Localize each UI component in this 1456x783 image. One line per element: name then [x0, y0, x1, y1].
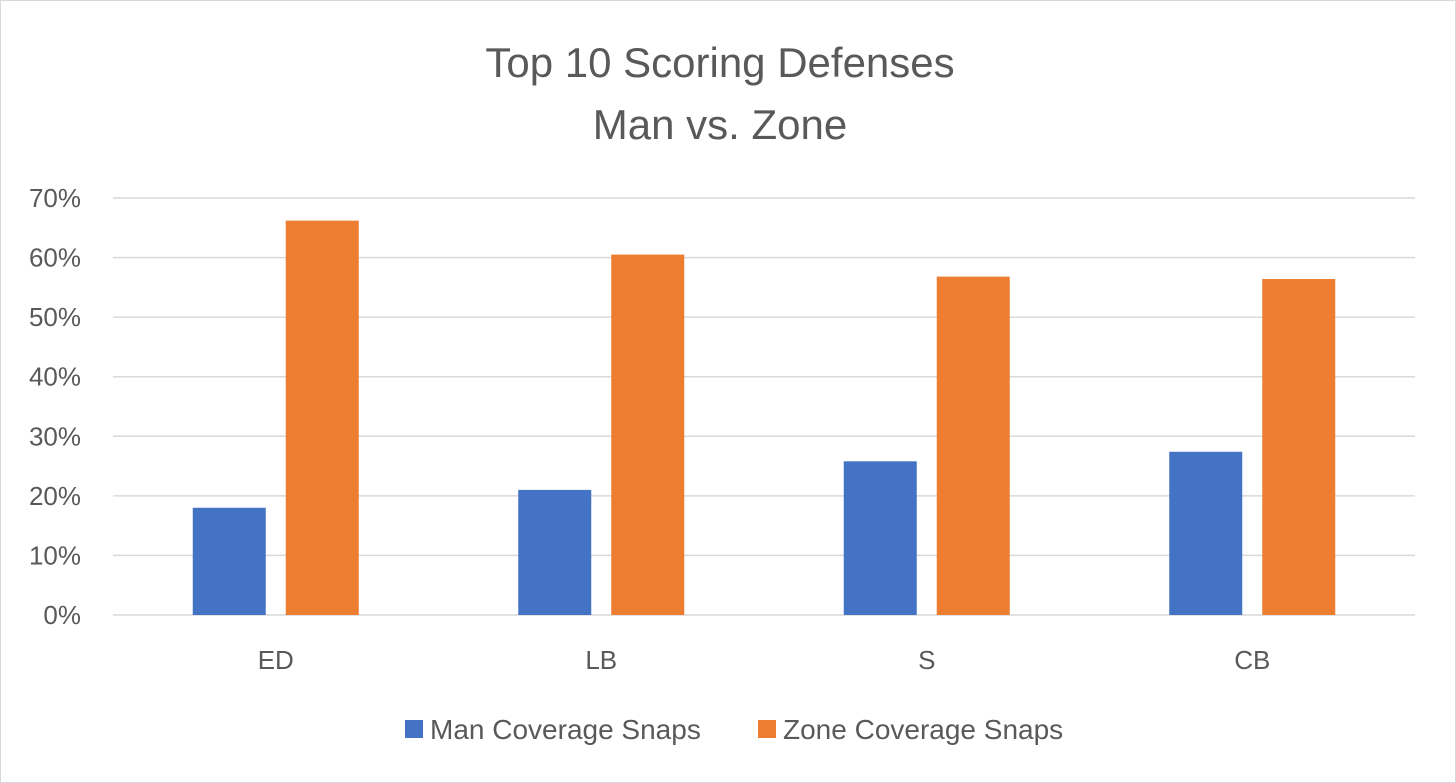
- y-tick-label: 30%: [29, 421, 81, 451]
- chart-title: Top 10 Scoring Defenses Man vs. Zone: [485, 39, 954, 148]
- man-bar-lb: [518, 489, 592, 615]
- legend: Man Coverage Snaps Zone Coverage Snaps: [405, 714, 1063, 745]
- y-axis-tick-labels: 0% 10% 20% 30% 40% 50% 60% 70%: [29, 183, 81, 630]
- man-bar-ed: [192, 507, 266, 615]
- chart-title-line-1: Top 10 Scoring Defenses: [485, 39, 954, 86]
- legend-label: Zone Coverage Snaps: [783, 714, 1063, 745]
- x-category-label: ED: [258, 645, 294, 675]
- x-category-label: S: [918, 645, 935, 675]
- legend-swatch: [405, 720, 423, 738]
- legend-label: Man Coverage Snaps: [430, 714, 701, 745]
- y-tick-label: 70%: [29, 183, 81, 213]
- y-tick-label: 20%: [29, 481, 81, 511]
- y-tick-label: 0%: [43, 600, 81, 630]
- y-tick-label: 50%: [29, 302, 81, 332]
- bars: [192, 220, 1336, 616]
- x-category-label: LB: [585, 645, 617, 675]
- y-tick-label: 60%: [29, 243, 81, 273]
- zone-bar-cb: [1262, 279, 1336, 615]
- zone-bar-s: [936, 276, 1010, 615]
- legend-swatch: [758, 720, 776, 738]
- y-tick-label: 10%: [29, 540, 81, 570]
- x-axis-category-labels: ED LB S CB: [258, 645, 1271, 675]
- man-bar-cb: [1169, 451, 1243, 615]
- man-bar-s: [843, 461, 917, 615]
- x-category-label: CB: [1234, 645, 1270, 675]
- zone-bar-ed: [285, 220, 359, 615]
- y-tick-label: 40%: [29, 362, 81, 392]
- chart-title-line-2: Man vs. Zone: [593, 101, 847, 148]
- zone-bar-lb: [611, 254, 685, 616]
